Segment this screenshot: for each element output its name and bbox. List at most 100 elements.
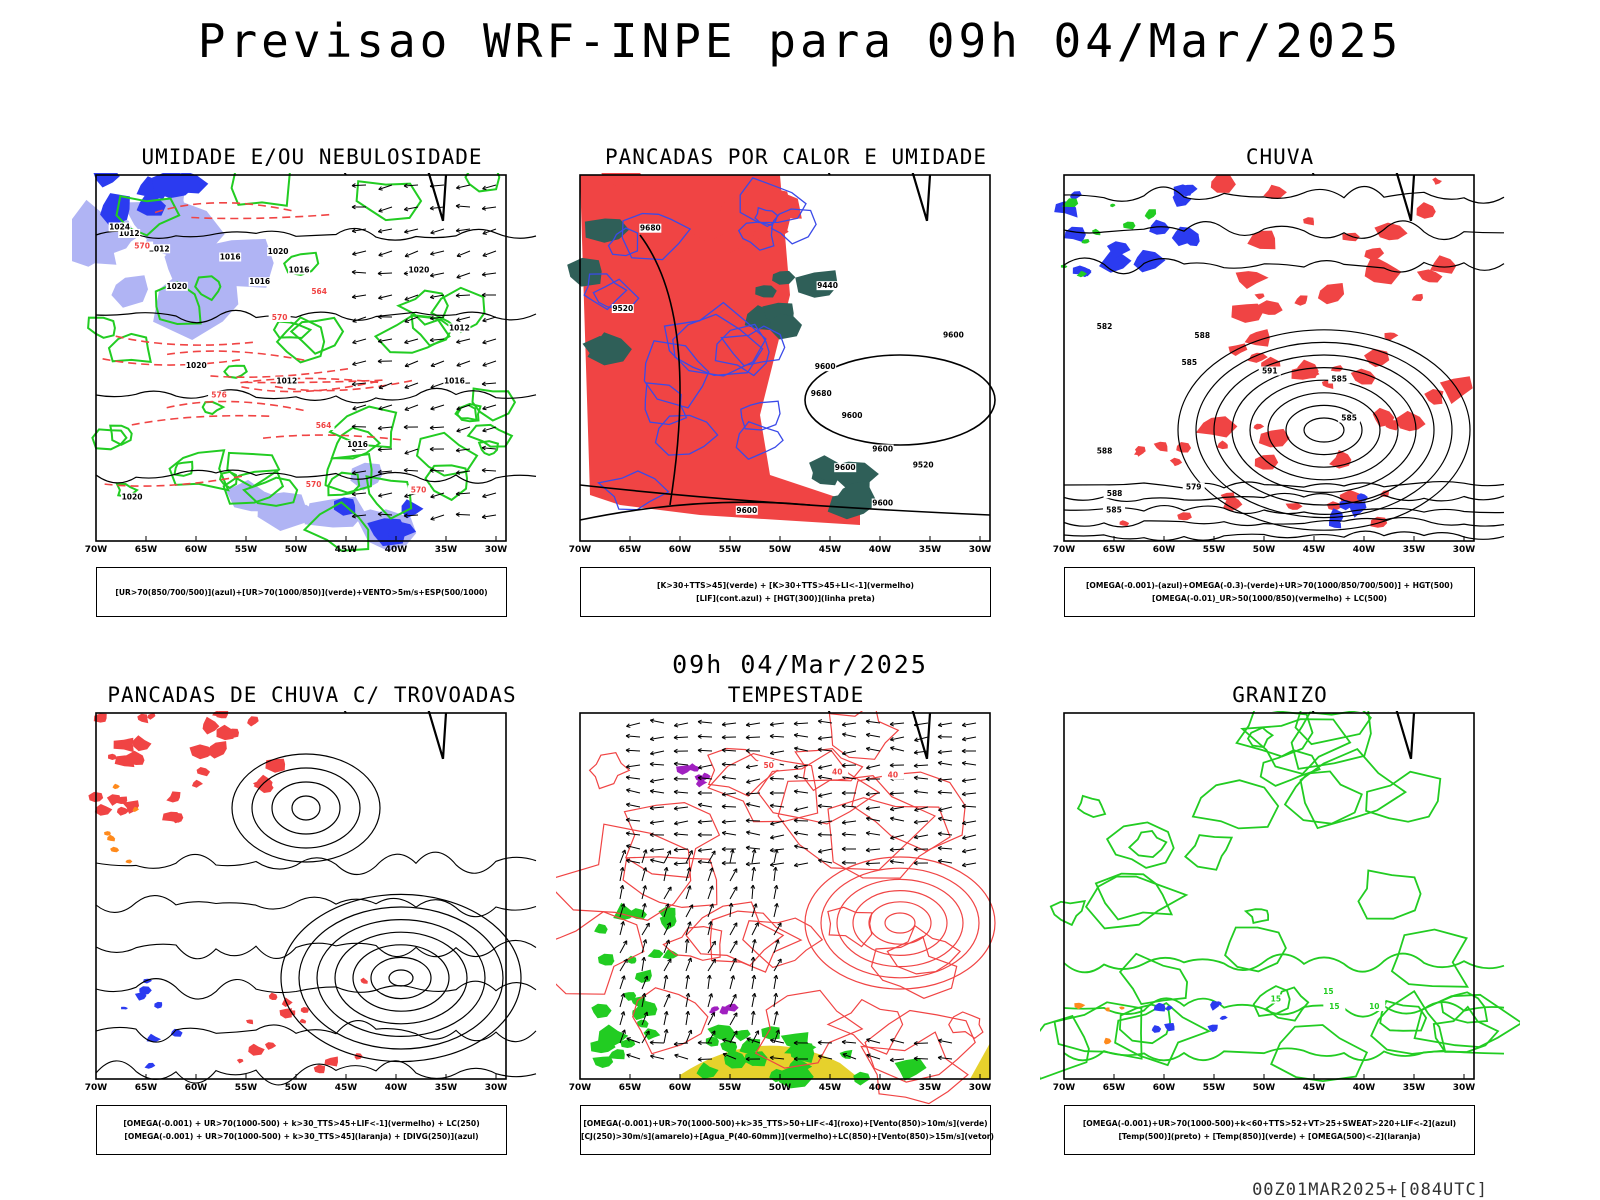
wind-vector <box>707 974 712 979</box>
red-rain-area <box>1385 420 1400 431</box>
contour-label: 9600 <box>943 331 964 340</box>
contour-label: 570 <box>411 485 427 494</box>
wind-vector <box>842 732 847 737</box>
blue-divergence-area <box>170 1028 183 1037</box>
wind-vector <box>351 491 356 497</box>
lon-label: 35W <box>1403 545 1426 555</box>
wind-vector <box>698 777 713 780</box>
temp850-contour <box>1440 991 1489 1024</box>
wind-vector <box>721 846 726 852</box>
panel-pancadas-trovoadas: PANCADAS DE CHUVA C/ TROVOADAS 12S15S18S… <box>72 683 552 1173</box>
wind-vector <box>351 204 356 210</box>
orange-convection-area <box>125 859 133 864</box>
contour-label: 588 <box>1107 489 1123 498</box>
wind-vector <box>482 493 487 499</box>
wind-vector <box>455 293 460 298</box>
lon-label: 45W <box>819 1083 842 1093</box>
wind-vector <box>456 492 471 495</box>
wind-vector <box>404 253 410 258</box>
wind-vector <box>685 939 688 954</box>
wind-vector <box>626 1037 631 1042</box>
blue-omega-area <box>1172 191 1192 207</box>
lifted-index-contour <box>754 206 779 228</box>
green-wind-area <box>634 969 652 983</box>
wind-vector <box>481 272 486 277</box>
wind-vector <box>769 733 774 739</box>
contour-label-bg <box>942 330 965 340</box>
lon-label: 45W <box>1303 545 1326 555</box>
precip-water-contour <box>828 711 900 760</box>
wind-vector <box>889 762 894 768</box>
contour-label-bg <box>1317 987 1340 997</box>
wind-vector <box>707 993 713 1008</box>
wind-vector <box>663 1029 668 1044</box>
lifted-index-contour <box>621 212 692 261</box>
red-rain-area <box>1416 269 1443 283</box>
wind-vector <box>619 903 625 918</box>
wind-vector <box>673 861 678 867</box>
wind-vector <box>619 884 625 890</box>
wind-vector <box>793 818 798 823</box>
wind-vector <box>352 492 367 495</box>
red-rain-area <box>1135 446 1146 457</box>
red-thickness-contour <box>102 358 243 366</box>
temp850-contour <box>1105 821 1175 869</box>
lifted-index-contour <box>644 382 688 426</box>
wind-vector <box>404 404 419 411</box>
wind-vector <box>793 722 809 725</box>
wind-vector <box>729 848 735 854</box>
streamline <box>352 944 450 1012</box>
wind-vector <box>456 272 471 279</box>
temp850-contour <box>1184 834 1234 871</box>
wind-vector <box>770 804 785 808</box>
wind-vector <box>377 425 382 431</box>
wind-vector <box>673 748 678 754</box>
hgt500-contour <box>1063 492 1505 504</box>
wind-vector <box>378 338 393 343</box>
wind-vector <box>773 975 777 990</box>
wind-vector <box>751 993 756 1008</box>
wind-vector <box>697 832 702 838</box>
wind-vector <box>352 405 357 411</box>
wind-vector <box>626 803 641 808</box>
orange-omega-area <box>1119 1006 1125 1010</box>
wind-vector <box>866 1038 881 1044</box>
precip-water-contour <box>827 906 873 948</box>
wind-vector <box>650 790 665 794</box>
wind-vector <box>643 1011 649 1017</box>
wind-vector <box>733 886 738 891</box>
wind-vector <box>709 903 714 908</box>
wind-vector <box>773 958 782 972</box>
map-frame <box>579 712 991 1080</box>
wind-vector <box>818 765 823 770</box>
wind-vector <box>818 793 823 798</box>
page-title: Previsao WRF-INPE para 09h 04/Mar/2025 <box>197 14 1403 68</box>
wind-vector <box>773 903 778 918</box>
wind-vector <box>793 862 799 868</box>
green-humidity-contour <box>455 402 482 423</box>
wind-vector <box>620 993 626 998</box>
precip-water-contour <box>709 910 803 973</box>
wind-vector <box>913 1057 929 1060</box>
blue-hail-area <box>1165 1005 1173 1011</box>
teal-instability-area <box>584 218 630 243</box>
wind-vector <box>697 735 713 738</box>
precip-water-contour <box>870 935 958 999</box>
wind-vector <box>697 847 702 853</box>
wind-vector <box>913 750 918 755</box>
wind-vector <box>722 1053 737 1060</box>
wind-vector <box>938 860 953 864</box>
wind-vector <box>685 904 694 918</box>
contour-label: 585 <box>1331 374 1347 383</box>
wind-vector <box>937 1038 943 1044</box>
red-rain-area <box>1294 295 1308 306</box>
wind-vector <box>429 294 435 300</box>
wind-vector <box>746 802 751 807</box>
wind-vector <box>961 803 966 809</box>
wind-vector <box>351 381 356 387</box>
wind-vector <box>774 903 779 908</box>
wind-vector <box>482 184 497 190</box>
wind-vector <box>482 427 487 433</box>
wind-vector <box>773 848 779 854</box>
wind-vector <box>793 1056 798 1062</box>
